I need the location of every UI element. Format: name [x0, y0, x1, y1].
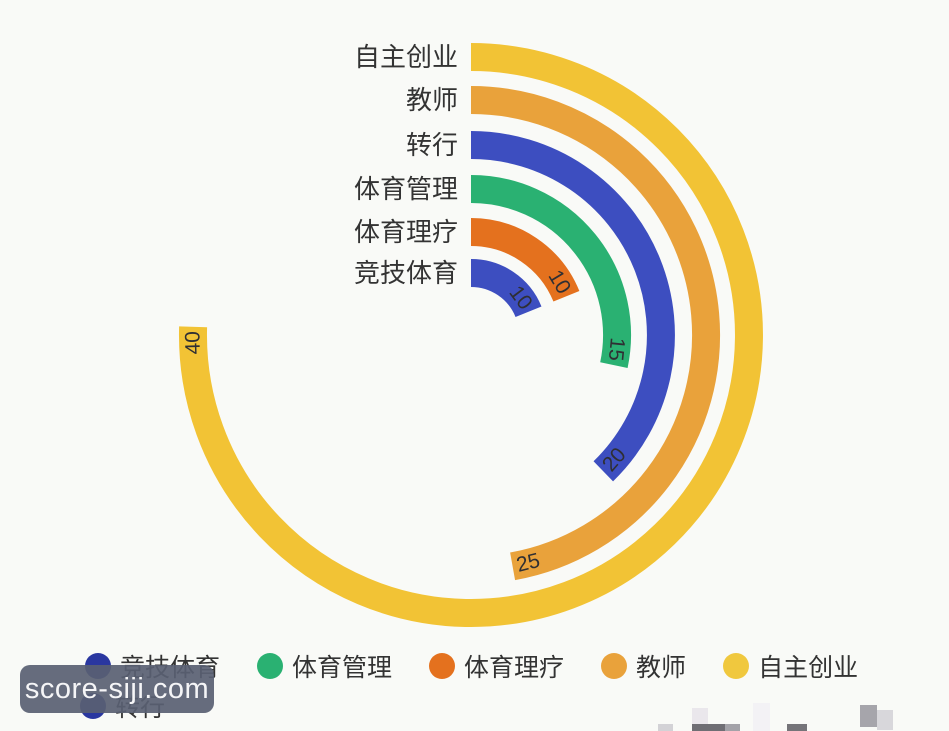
watermark-text: score-siji.com	[24, 672, 210, 705]
chart-category-label-4: 教师	[406, 85, 458, 115]
mosaic-block	[860, 705, 877, 727]
legend-dot-icon	[601, 653, 628, 679]
legend-dot-icon	[257, 653, 284, 679]
watermark-badge: score-siji.com	[20, 665, 214, 713]
chart-value-label-2: 15	[604, 337, 629, 362]
legend-item-自主创业[interactable]: 自主创业	[723, 648, 858, 684]
chart-arc-3	[470, 131, 675, 482]
mosaic-block	[787, 724, 807, 731]
chart-arc-2	[470, 175, 632, 368]
mosaic-block	[692, 708, 708, 725]
mosaic-block	[725, 724, 740, 731]
chart-arc-4	[470, 86, 721, 581]
legend-item-label: 体育管理	[292, 654, 393, 682]
chart-value-label-5: 40	[181, 331, 205, 355]
chart-category-label-5: 自主创业	[354, 42, 458, 72]
chart-arc-0	[470, 258, 542, 318]
mosaic-block	[753, 703, 770, 731]
chart-value-label-4: 25	[514, 549, 542, 577]
chart-arc-1	[470, 218, 580, 302]
legend-item-体育理疗[interactable]: 体育理疗	[429, 648, 564, 684]
mosaic-block	[877, 710, 893, 730]
legend-dot-icon	[429, 653, 456, 679]
legend-item-label: 体育理疗	[464, 654, 565, 682]
legend-item-教师[interactable]: 教师	[601, 648, 686, 684]
mosaic-block	[692, 724, 725, 731]
chart-arc-5	[179, 43, 763, 627]
chart-category-label-3: 转行	[406, 130, 458, 160]
legend-item-label: 教师	[636, 654, 687, 682]
legend-dot-icon	[723, 653, 750, 679]
legend-item-体育管理[interactable]: 体育管理	[257, 648, 392, 684]
chart-category-label-0: 竞技体育	[354, 258, 458, 288]
legend-item-label: 自主创业	[758, 654, 859, 682]
mosaic-block	[658, 724, 673, 731]
chart-category-label-2: 体育管理	[354, 174, 458, 204]
chart-category-label-1: 体育理疗	[354, 217, 458, 247]
